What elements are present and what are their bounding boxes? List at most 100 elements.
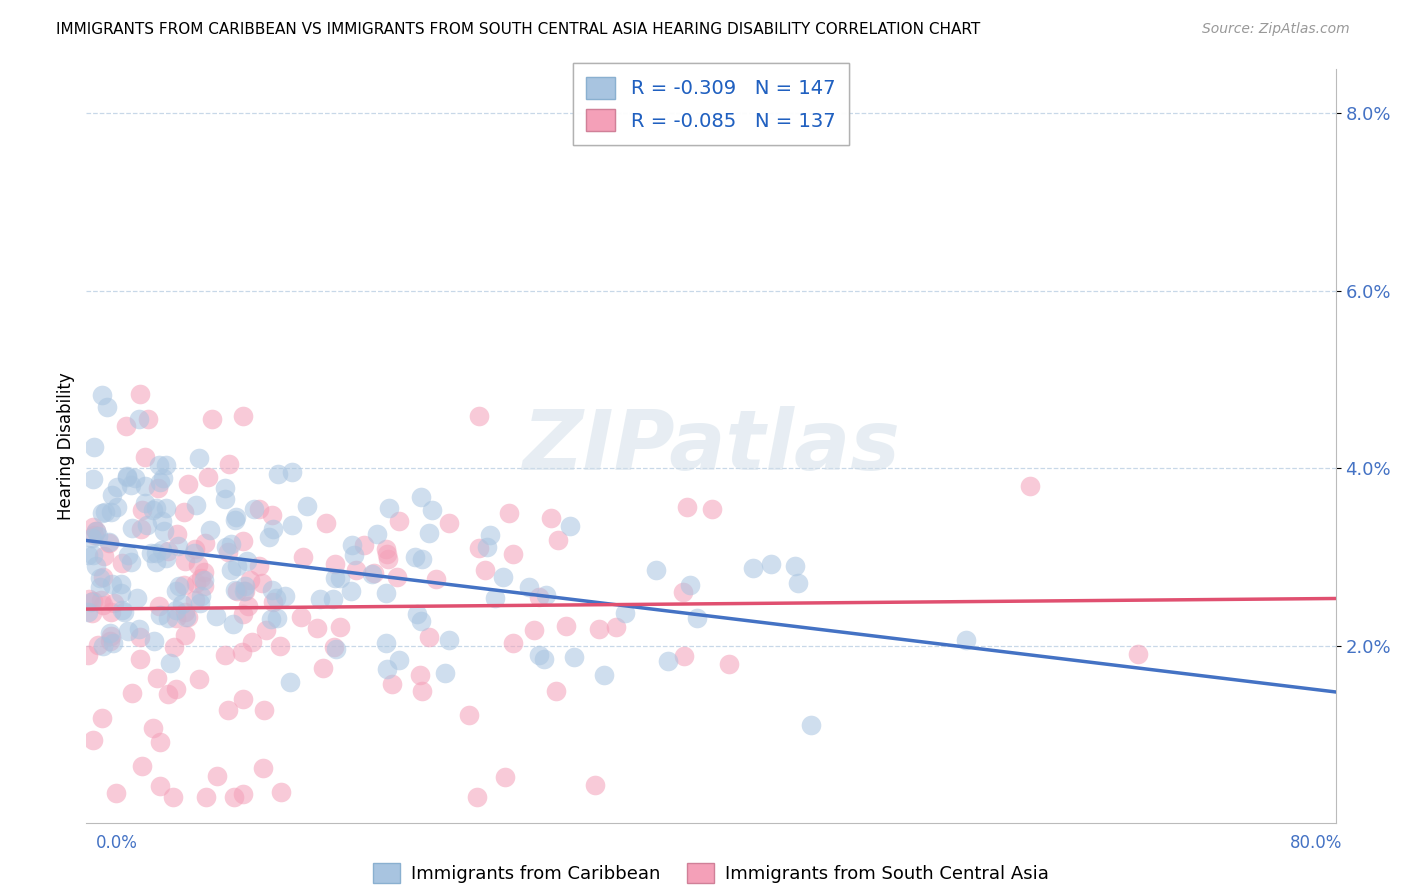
Point: [139, 546, 162, 560]
Point: [232, 607, 254, 621]
Point: [187, 558, 209, 573]
Point: [157, 687, 180, 701]
Point: [184, 498, 207, 512]
Point: [224, 514, 246, 528]
Point: [222, 617, 245, 632]
Point: [83, 440, 105, 454]
Point: [90, 506, 112, 520]
Point: [157, 544, 180, 558]
Point: [163, 640, 186, 655]
Point: [184, 593, 207, 607]
Point: [411, 615, 433, 629]
Point: [239, 573, 262, 587]
Point: [329, 571, 352, 585]
Point: [475, 541, 498, 555]
Point: [214, 492, 236, 507]
Point: [105, 480, 128, 494]
Point: [502, 548, 524, 562]
Point: [131, 758, 153, 772]
Point: [657, 654, 679, 668]
Point: [785, 559, 807, 574]
Point: [264, 591, 287, 605]
Point: [145, 500, 167, 515]
Point: [387, 653, 409, 667]
Point: [84, 524, 107, 538]
Point: [676, 500, 699, 514]
Point: [98, 625, 121, 640]
Point: [278, 675, 301, 690]
Point: [232, 692, 254, 706]
Point: [100, 629, 122, 643]
Point: [155, 500, 177, 515]
Point: [190, 571, 212, 585]
Point: [120, 478, 142, 492]
Point: [91, 388, 114, 402]
Point: [262, 522, 284, 536]
Point: [145, 671, 167, 685]
Point: [84, 524, 107, 539]
Point: [420, 503, 443, 517]
Point: [82, 519, 104, 533]
Point: [101, 636, 124, 650]
Point: [114, 418, 136, 433]
Point: [374, 636, 396, 650]
Point: [540, 511, 562, 525]
Point: [266, 611, 288, 625]
Point: [121, 686, 143, 700]
Point: [127, 591, 149, 605]
Point: [340, 583, 363, 598]
Point: [142, 503, 165, 517]
Point: [262, 508, 284, 522]
Point: [87, 529, 110, 543]
Point: [479, 528, 502, 542]
Point: [474, 563, 496, 577]
Point: [252, 703, 274, 717]
Point: [96, 401, 118, 415]
Point: [165, 611, 187, 625]
Point: [218, 457, 240, 471]
Point: [374, 586, 396, 600]
Point: [522, 624, 544, 638]
Point: [800, 718, 823, 732]
Point: [146, 481, 169, 495]
Point: [134, 496, 156, 510]
Point: [149, 607, 172, 622]
Point: [143, 633, 166, 648]
Point: [254, 624, 277, 638]
Point: [128, 630, 150, 644]
Point: [236, 554, 259, 568]
Point: [418, 525, 440, 540]
Point: [149, 735, 172, 749]
Point: [409, 491, 432, 505]
Point: [262, 595, 284, 609]
Point: [492, 570, 515, 584]
Point: [260, 582, 283, 597]
Point: [128, 387, 150, 401]
Point: [1126, 647, 1149, 661]
Point: [233, 584, 256, 599]
Point: [150, 514, 173, 528]
Point: [233, 579, 256, 593]
Point: [167, 539, 190, 553]
Text: IMMIGRANTS FROM CARIBBEAN VS IMMIGRANTS FROM SOUTH CENTRAL ASIA HEARING DISABILI: IMMIGRANTS FROM CARIBBEAN VS IMMIGRANTS …: [56, 22, 980, 37]
Point: [547, 533, 569, 548]
Text: ZIPatlas: ZIPatlas: [522, 406, 900, 486]
Point: [219, 563, 242, 577]
Point: [167, 579, 190, 593]
Point: [76, 548, 98, 562]
Point: [91, 569, 114, 583]
Point: [198, 523, 221, 537]
Point: [82, 606, 104, 620]
Point: [385, 570, 408, 584]
Point: [121, 521, 143, 535]
Point: [344, 563, 367, 577]
Point: [148, 458, 170, 472]
Point: [786, 575, 808, 590]
Point: [131, 502, 153, 516]
Point: [103, 596, 125, 610]
Point: [498, 506, 520, 520]
Point: [165, 584, 187, 599]
Point: [494, 770, 516, 784]
Point: [77, 592, 100, 607]
Point: [533, 652, 555, 666]
